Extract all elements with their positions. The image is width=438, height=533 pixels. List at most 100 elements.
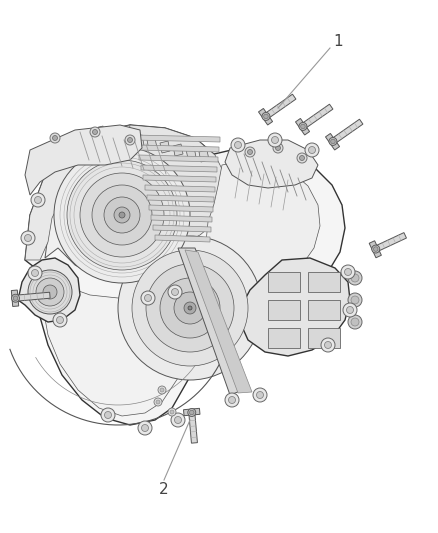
Polygon shape [145, 185, 215, 192]
Circle shape [351, 318, 359, 326]
Polygon shape [147, 138, 157, 150]
Polygon shape [155, 235, 210, 242]
Polygon shape [325, 133, 339, 150]
Polygon shape [268, 272, 300, 292]
Circle shape [154, 398, 162, 406]
Circle shape [329, 138, 337, 146]
Circle shape [346, 306, 353, 313]
Circle shape [118, 236, 262, 380]
Circle shape [90, 127, 100, 137]
Polygon shape [225, 140, 318, 188]
Polygon shape [18, 292, 50, 301]
Circle shape [253, 388, 267, 402]
Polygon shape [149, 205, 213, 212]
Circle shape [114, 207, 130, 223]
Circle shape [325, 342, 332, 349]
Circle shape [80, 173, 164, 257]
Polygon shape [189, 415, 198, 443]
Circle shape [158, 386, 166, 394]
Circle shape [174, 416, 181, 424]
Polygon shape [173, 144, 183, 156]
Circle shape [229, 397, 236, 403]
Circle shape [104, 197, 140, 233]
Polygon shape [153, 225, 211, 232]
Circle shape [231, 138, 245, 152]
Circle shape [190, 410, 194, 415]
Circle shape [188, 408, 196, 416]
Polygon shape [199, 150, 209, 162]
Circle shape [57, 317, 64, 324]
Circle shape [268, 133, 282, 147]
Circle shape [119, 212, 125, 218]
Circle shape [262, 112, 270, 120]
Polygon shape [185, 250, 252, 393]
Circle shape [257, 392, 264, 399]
Polygon shape [369, 241, 381, 258]
Polygon shape [18, 258, 80, 322]
Circle shape [264, 114, 268, 119]
Circle shape [35, 197, 42, 204]
Circle shape [54, 147, 190, 283]
Polygon shape [308, 300, 340, 320]
Circle shape [247, 149, 252, 155]
Circle shape [53, 313, 67, 327]
Circle shape [146, 264, 234, 352]
Circle shape [141, 291, 155, 305]
Polygon shape [25, 125, 230, 305]
Polygon shape [184, 408, 200, 416]
Polygon shape [206, 160, 320, 285]
Circle shape [168, 285, 182, 299]
Polygon shape [11, 290, 19, 306]
Circle shape [156, 400, 160, 404]
Circle shape [50, 133, 60, 143]
Polygon shape [268, 328, 300, 348]
Circle shape [141, 424, 148, 432]
Text: 2: 2 [159, 482, 169, 497]
Circle shape [160, 388, 164, 392]
Circle shape [132, 250, 248, 366]
Circle shape [36, 278, 64, 306]
Polygon shape [25, 125, 142, 195]
Circle shape [92, 130, 98, 134]
Circle shape [13, 296, 18, 301]
Circle shape [308, 147, 315, 154]
Circle shape [11, 294, 20, 302]
Circle shape [127, 138, 133, 142]
Circle shape [160, 278, 220, 338]
Circle shape [272, 136, 279, 143]
Polygon shape [139, 155, 218, 162]
Circle shape [31, 193, 45, 207]
Polygon shape [303, 104, 333, 127]
Circle shape [145, 295, 152, 302]
Circle shape [348, 315, 362, 329]
Circle shape [273, 143, 283, 153]
Polygon shape [141, 165, 217, 172]
Polygon shape [35, 260, 200, 425]
Circle shape [53, 135, 57, 141]
Circle shape [245, 147, 255, 157]
Polygon shape [296, 118, 310, 135]
Circle shape [105, 411, 112, 418]
Polygon shape [42, 268, 188, 416]
Circle shape [172, 288, 179, 295]
Polygon shape [308, 328, 340, 348]
Polygon shape [143, 175, 216, 182]
Circle shape [188, 306, 192, 310]
Polygon shape [178, 248, 248, 395]
Polygon shape [268, 300, 300, 320]
Polygon shape [186, 147, 196, 159]
Circle shape [331, 139, 335, 144]
Polygon shape [160, 141, 170, 153]
Circle shape [345, 269, 352, 276]
Circle shape [297, 153, 307, 163]
Text: 1: 1 [333, 35, 343, 50]
Circle shape [372, 245, 380, 253]
Circle shape [28, 266, 42, 280]
Polygon shape [118, 125, 230, 248]
Circle shape [343, 303, 357, 317]
Circle shape [234, 141, 241, 149]
Polygon shape [121, 132, 131, 144]
Circle shape [351, 296, 359, 304]
Circle shape [184, 302, 196, 314]
Circle shape [301, 124, 305, 128]
